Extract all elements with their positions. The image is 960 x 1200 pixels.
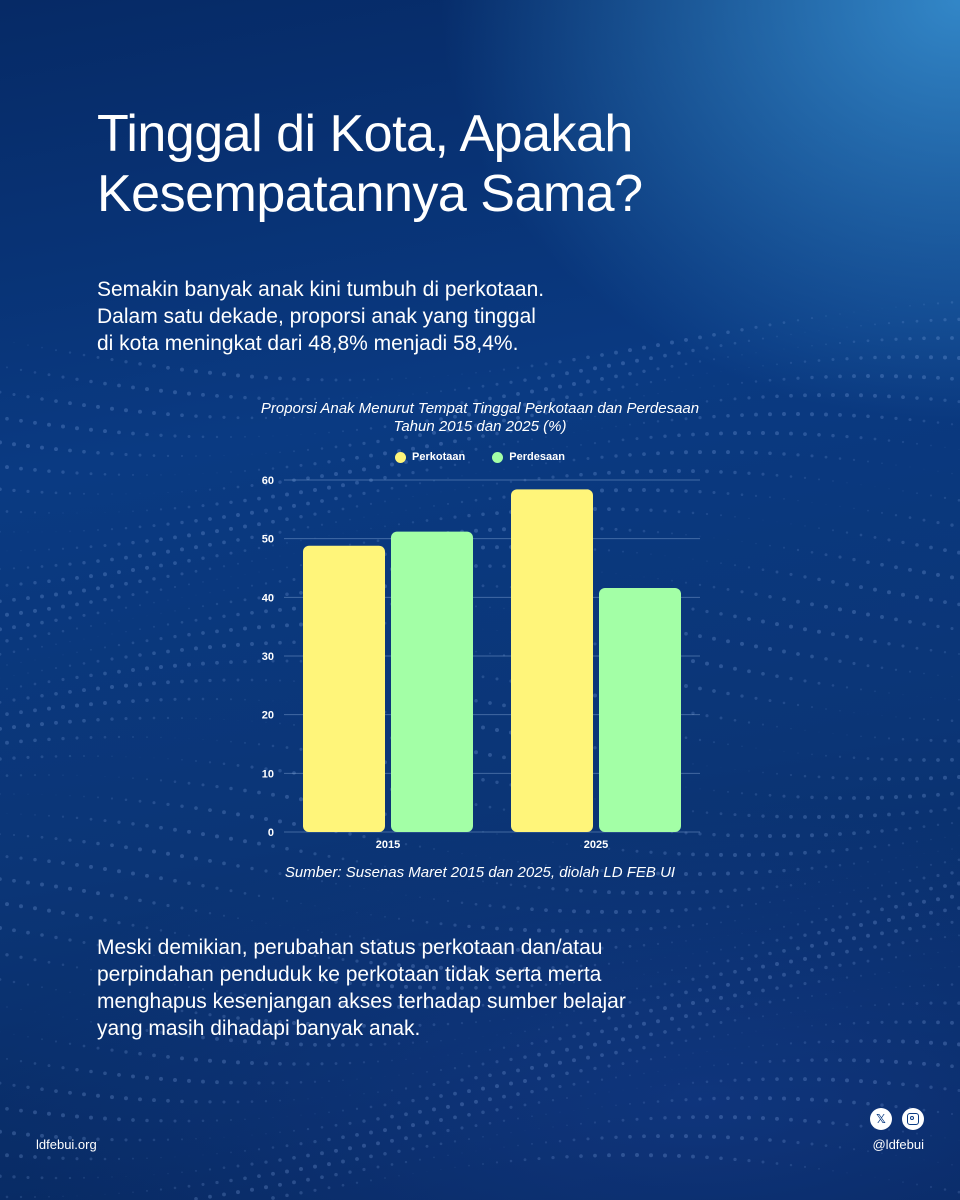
chart-legend: Perkotaan Perdesaan xyxy=(0,451,960,466)
y-tick-label: 0 xyxy=(268,827,274,839)
x-icon[interactable]: 𝕏 xyxy=(870,1108,892,1130)
bar-perdesaan-2015 xyxy=(391,531,473,832)
social-handle[interactable]: @ldfebui xyxy=(872,1137,924,1152)
title-line: Tinggal di Kota, Apakah xyxy=(97,105,633,163)
closing-line: Meski demikian, perubahan status perkota… xyxy=(97,936,603,959)
closing-line: perpindahan penduduk ke perkotaan tidak … xyxy=(97,963,602,986)
y-tick-label: 20 xyxy=(262,710,274,722)
chart-title: Proporsi Anak Menurut Tempat Tinggal Per… xyxy=(200,400,760,436)
website-link[interactable]: ldfebui.org xyxy=(36,1137,97,1152)
intro-line: di kota meningkat dari 48,8% menjadi 58,… xyxy=(97,332,519,355)
chart-title-line: Proporsi Anak Menurut Tempat Tinggal Per… xyxy=(260,400,700,417)
chart-source: Sumber: Susenas Maret 2015 dan 2025, dio… xyxy=(284,864,676,881)
closing-line: yang masih dihadapi banyak anak. xyxy=(97,1017,421,1040)
legend-label-perdesaan: Perdesaan xyxy=(509,451,565,463)
y-tick-label: 60 xyxy=(262,475,274,487)
closing-line: menghapus kesenjangan akses terhadap sum… xyxy=(97,990,626,1013)
legend-swatch-perkotaan xyxy=(395,451,407,463)
bar-perkotaan-2025 xyxy=(511,489,593,832)
instagram-icon[interactable] xyxy=(902,1108,924,1130)
x-tick-label: 2025 xyxy=(584,839,608,851)
y-tick-label: 10 xyxy=(262,768,274,780)
bar-perkotaan-2015 xyxy=(303,545,385,832)
intro-line: Semakin banyak anak kini tumbuh di perko… xyxy=(97,278,545,301)
legend-item-perkotaan: Perkotaan xyxy=(395,451,465,463)
y-tick-label: 30 xyxy=(262,651,274,663)
chart-title-line: Tahun 2015 dan 2025 (%) xyxy=(393,418,567,435)
intro-paragraph: Semakin banyak anak kini tumbuh di perko… xyxy=(97,276,717,357)
legend-label-perkotaan: Perkotaan xyxy=(412,451,466,463)
legend-item-perdesaan: Perdesaan xyxy=(492,451,565,463)
intro-line: Dalam satu dekade, proporsi anak yang ti… xyxy=(97,305,536,328)
social-links: 𝕏 xyxy=(870,1108,924,1130)
x-tick-label: 2015 xyxy=(376,839,400,851)
page-title: Tinggal di Kota, Apakah Kesempatannya Sa… xyxy=(97,104,857,224)
bar-chart: 0 10 20 30 40 50 60 2015 2025 xyxy=(262,475,700,851)
legend-swatch-perdesaan xyxy=(492,451,504,463)
closing-paragraph: Meski demikian, perubahan status perkota… xyxy=(97,934,737,1042)
y-tick-label: 50 xyxy=(262,534,274,546)
y-tick-label: 40 xyxy=(262,592,274,604)
title-line: Kesempatannya Sama? xyxy=(97,165,643,223)
bar-perdesaan-2025 xyxy=(599,587,681,832)
